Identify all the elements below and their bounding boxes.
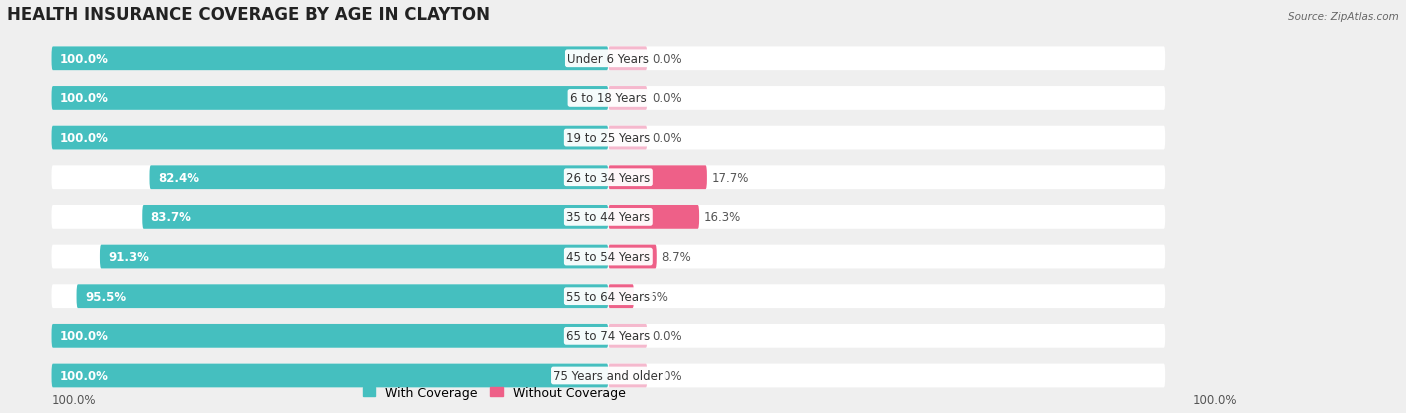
Text: 6 to 18 Years: 6 to 18 Years [569, 92, 647, 105]
FancyBboxPatch shape [76, 285, 609, 309]
FancyBboxPatch shape [52, 364, 609, 387]
Text: 83.7%: 83.7% [150, 211, 191, 224]
FancyBboxPatch shape [52, 166, 1166, 190]
FancyBboxPatch shape [52, 324, 1166, 348]
FancyBboxPatch shape [609, 324, 647, 348]
Text: 16.3%: 16.3% [703, 211, 741, 224]
FancyBboxPatch shape [609, 364, 647, 387]
Text: 100.0%: 100.0% [60, 330, 108, 342]
Text: 100.0%: 100.0% [60, 132, 108, 145]
Text: HEALTH INSURANCE COVERAGE BY AGE IN CLAYTON: HEALTH INSURANCE COVERAGE BY AGE IN CLAY… [7, 6, 489, 24]
FancyBboxPatch shape [52, 87, 1166, 111]
FancyBboxPatch shape [52, 126, 1166, 150]
Text: 0.0%: 0.0% [652, 369, 682, 382]
FancyBboxPatch shape [52, 206, 1166, 229]
Text: 0.0%: 0.0% [652, 330, 682, 342]
FancyBboxPatch shape [52, 87, 609, 111]
FancyBboxPatch shape [52, 245, 1166, 269]
Text: Under 6 Years: Under 6 Years [568, 53, 650, 66]
FancyBboxPatch shape [52, 324, 609, 348]
Text: 65 to 74 Years: 65 to 74 Years [567, 330, 651, 342]
FancyBboxPatch shape [149, 166, 609, 190]
Text: 100.0%: 100.0% [60, 53, 108, 66]
FancyBboxPatch shape [52, 364, 1166, 387]
FancyBboxPatch shape [609, 206, 699, 229]
Text: 35 to 44 Years: 35 to 44 Years [567, 211, 651, 224]
Text: 100.0%: 100.0% [60, 369, 108, 382]
FancyBboxPatch shape [52, 126, 609, 150]
Text: 100.0%: 100.0% [52, 393, 96, 406]
Text: Source: ZipAtlas.com: Source: ZipAtlas.com [1288, 12, 1399, 22]
FancyBboxPatch shape [609, 126, 647, 150]
FancyBboxPatch shape [52, 47, 609, 71]
FancyBboxPatch shape [609, 285, 634, 309]
Text: 100.0%: 100.0% [1194, 393, 1237, 406]
FancyBboxPatch shape [609, 245, 657, 269]
Text: 8.7%: 8.7% [661, 250, 690, 263]
FancyBboxPatch shape [609, 47, 647, 71]
Text: 0.0%: 0.0% [652, 132, 682, 145]
FancyBboxPatch shape [52, 285, 1166, 309]
Text: 17.7%: 17.7% [711, 171, 749, 184]
Text: 91.3%: 91.3% [108, 250, 149, 263]
Text: 82.4%: 82.4% [157, 171, 198, 184]
FancyBboxPatch shape [609, 166, 707, 190]
Text: 55 to 64 Years: 55 to 64 Years [567, 290, 651, 303]
Text: 4.6%: 4.6% [638, 290, 668, 303]
Text: 100.0%: 100.0% [60, 92, 108, 105]
Text: 19 to 25 Years: 19 to 25 Years [567, 132, 651, 145]
Text: 26 to 34 Years: 26 to 34 Years [567, 171, 651, 184]
FancyBboxPatch shape [100, 245, 609, 269]
Text: 0.0%: 0.0% [652, 53, 682, 66]
FancyBboxPatch shape [142, 206, 609, 229]
Text: 45 to 54 Years: 45 to 54 Years [567, 250, 651, 263]
Text: 75 Years and older: 75 Years and older [554, 369, 664, 382]
Legend: With Coverage, Without Coverage: With Coverage, Without Coverage [363, 386, 626, 399]
Text: 95.5%: 95.5% [84, 290, 127, 303]
Text: 0.0%: 0.0% [652, 92, 682, 105]
FancyBboxPatch shape [609, 87, 647, 111]
FancyBboxPatch shape [52, 47, 1166, 71]
